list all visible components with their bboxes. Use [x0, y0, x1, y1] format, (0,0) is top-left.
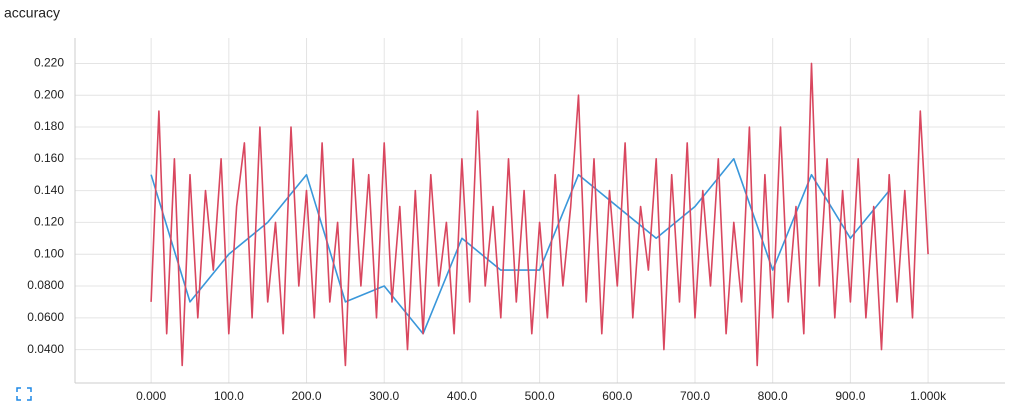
x-tick-label: 800.0 — [758, 389, 788, 403]
x-tick-label: 400.0 — [447, 389, 477, 403]
x-tick-label: 300.0 — [369, 389, 399, 403]
y-tick-label: 0.160 — [34, 151, 64, 165]
x-tick-label: 500.0 — [525, 389, 555, 403]
y-tick-label: 0.200 — [34, 87, 64, 101]
x-tick-label: 100.0 — [214, 389, 244, 403]
y-tick-label: 0.100 — [34, 246, 64, 260]
y-tick-label: 0.220 — [34, 56, 64, 70]
x-tick-label: 900.0 — [835, 389, 865, 403]
x-tick-label: 600.0 — [602, 389, 632, 403]
series-line — [150, 62, 929, 367]
y-tick-label: 0.0800 — [27, 278, 64, 292]
y-tick-label: 0.180 — [34, 119, 64, 133]
x-tick-label: 200.0 — [292, 389, 322, 403]
x-tick-label: 0.000 — [136, 389, 166, 403]
expand-icon[interactable] — [16, 387, 32, 401]
chart-title: accuracy — [4, 5, 60, 21]
x-tick-label: 700.0 — [680, 389, 710, 403]
y-tick-label: 0.0600 — [27, 310, 64, 324]
series-line — [150, 158, 890, 335]
y-tick-label: 0.140 — [34, 183, 64, 197]
x-tick-label: 1.000k — [910, 389, 947, 403]
y-tick-label: 0.0400 — [27, 342, 64, 356]
y-tick-label: 0.120 — [34, 215, 64, 229]
